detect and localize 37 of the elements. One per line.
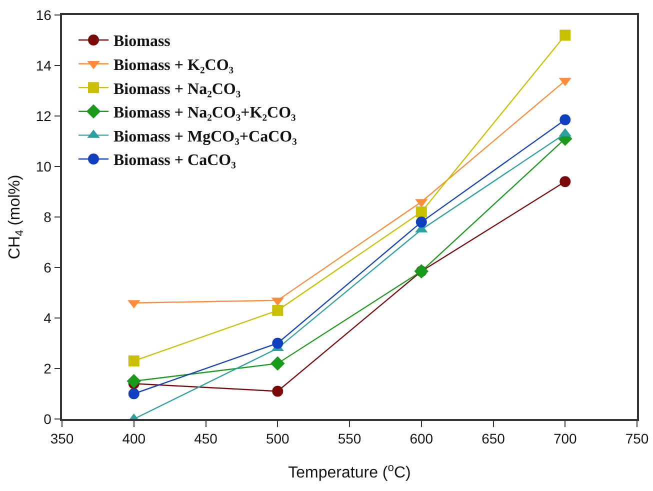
x-tick-label: 500 — [266, 430, 290, 447]
point — [128, 388, 140, 400]
legend-label: Biomass + Na₂CO₃ — [114, 80, 241, 98]
y-tick-label: 4 — [44, 310, 52, 326]
x-tick-label: 700 — [553, 430, 578, 447]
x-tick-label: 550 — [338, 430, 362, 447]
legend-label: Biomass + CaCO₃ — [114, 152, 236, 170]
point — [560, 176, 571, 188]
x-tick-label: 650 — [482, 430, 506, 447]
y-tick-label: 6 — [44, 259, 52, 276]
point — [270, 356, 285, 371]
x-tick-label: 400 — [122, 430, 146, 447]
y-tick-label: 16 — [36, 6, 52, 23]
point — [272, 338, 284, 349]
point — [272, 386, 284, 397]
x-tick-label: 350 — [50, 430, 74, 447]
y-tick-label: 14 — [36, 57, 52, 74]
x-tick-label: 450 — [194, 430, 218, 447]
x-tick-label: 750 — [625, 430, 649, 447]
y-tick-label: 12 — [36, 108, 52, 124]
y-tick-label: 10 — [36, 158, 52, 174]
x-tick-label: 600 — [410, 430, 434, 447]
point — [128, 355, 140, 366]
point — [416, 206, 427, 218]
x-axis-title: Temperature ($^{o}$C) — [288, 462, 411, 482]
legend-label: Biomass + K₂CO₃ — [114, 57, 234, 74]
point — [272, 304, 284, 316]
y-tick-label: 8 — [44, 208, 52, 225]
y-tick-label: 2 — [44, 360, 52, 376]
legend-label: Biomass + Na₂CO₃+K₂CO₃ — [114, 104, 296, 122]
legend-label: Biomass — [114, 33, 170, 50]
point — [560, 30, 571, 41]
point — [416, 216, 427, 228]
point — [560, 114, 571, 126]
legend-label: Biomass + MgCO₃+CaCO₃ — [114, 128, 298, 146]
point — [126, 374, 142, 388]
y-tick-label: 0 — [44, 410, 52, 427]
